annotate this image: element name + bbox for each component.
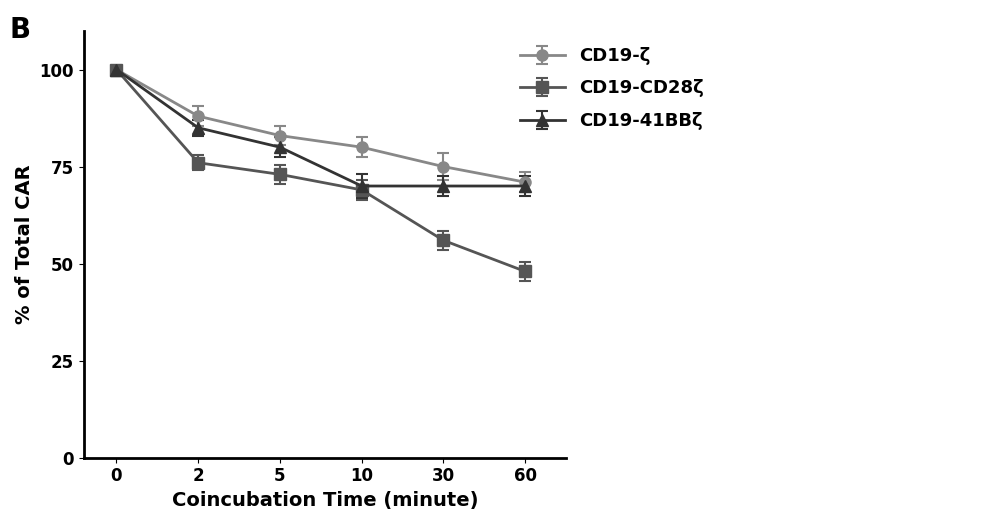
Legend: CD19-ζ, CD19-CD28ζ, CD19-41BBζ: CD19-ζ, CD19-CD28ζ, CD19-41BBζ [513,40,711,137]
Text: B: B [10,16,31,44]
Y-axis label: % of Total CAR: % of Total CAR [15,164,34,324]
X-axis label: Coincubation Time (minute): Coincubation Time (minute) [172,491,478,510]
